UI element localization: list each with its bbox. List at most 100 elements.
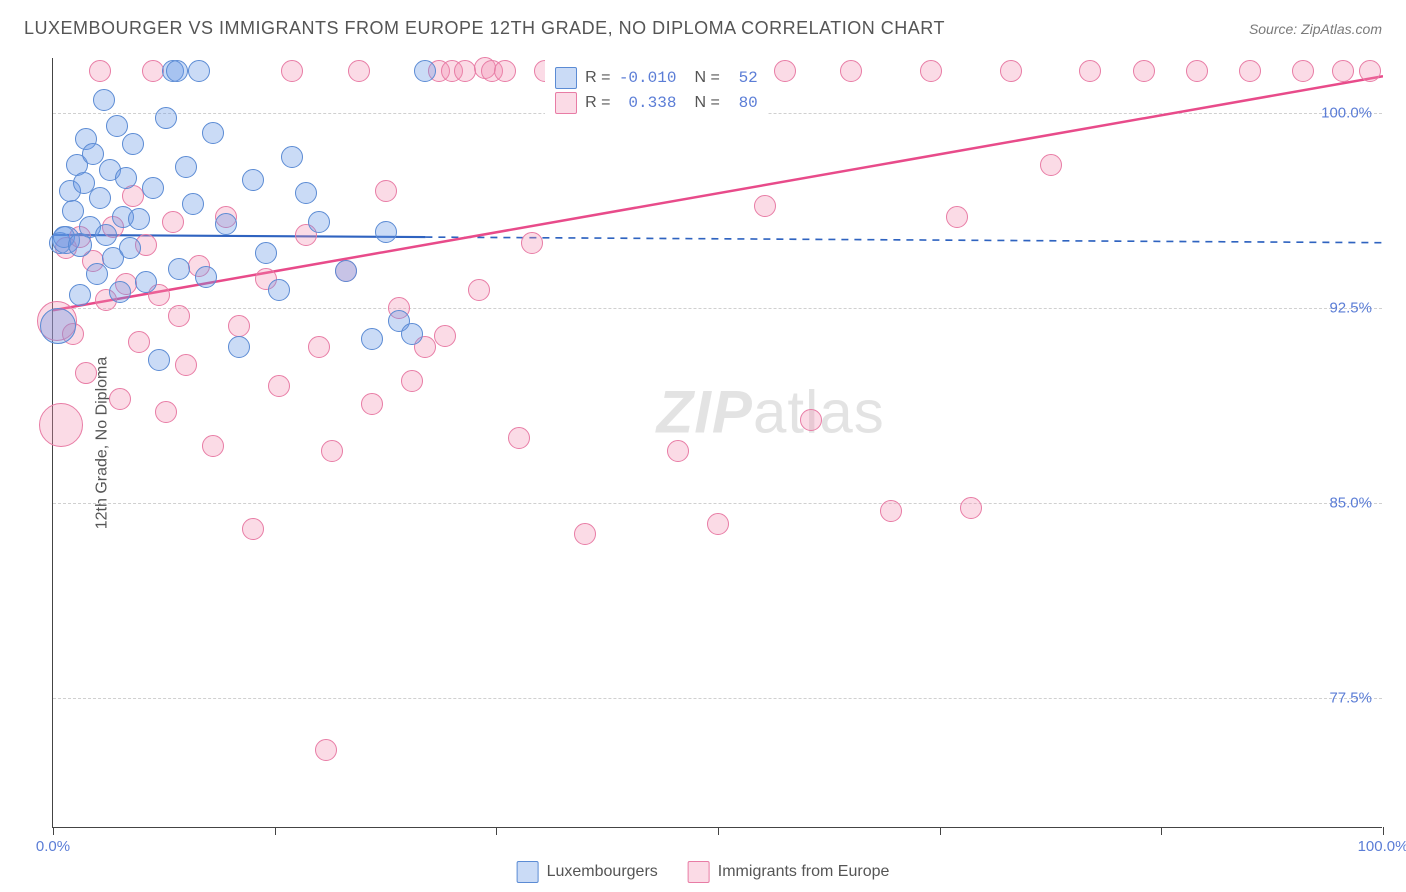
- watermark: ZIPatlas: [657, 377, 885, 446]
- scatter-marker-luxembourgers: [109, 281, 131, 303]
- scatter-marker-immigrants: [321, 440, 343, 462]
- scatter-marker-immigrants: [774, 60, 796, 82]
- scatter-marker-luxembourgers: [66, 154, 88, 176]
- scatter-marker-immigrants: [920, 60, 942, 82]
- n-value: 80: [728, 94, 758, 112]
- scatter-marker-luxembourgers: [68, 233, 92, 257]
- scatter-marker-immigrants: [454, 60, 476, 82]
- scatter-marker-immigrants: [960, 497, 982, 519]
- scatter-marker-luxembourgers: [175, 156, 197, 178]
- r-value: 0.338: [618, 94, 676, 112]
- scatter-marker-luxembourgers: [142, 177, 164, 199]
- scatter-marker-luxembourgers: [375, 221, 397, 243]
- scatter-marker-immigrants: [1000, 60, 1022, 82]
- r-label: R =: [585, 69, 610, 87]
- scatter-marker-immigrants: [142, 60, 164, 82]
- scatter-marker-immigrants: [135, 234, 157, 256]
- scatter-marker-luxembourgers: [89, 187, 111, 209]
- scatter-marker-immigrants: [1292, 60, 1314, 82]
- scatter-marker-immigrants: [401, 370, 423, 392]
- x-tick: [1161, 827, 1162, 835]
- scatter-marker-immigrants: [494, 60, 516, 82]
- scatter-marker-luxembourgers: [255, 242, 277, 264]
- scatter-marker-immigrants: [115, 273, 137, 295]
- n-label: N =: [694, 94, 719, 112]
- scatter-marker-luxembourgers: [79, 216, 101, 238]
- scatter-marker-luxembourgers: [59, 180, 81, 202]
- trend-line-dashed: [425, 237, 1383, 243]
- scatter-marker-immigrants: [1239, 60, 1261, 82]
- scatter-marker-luxembourgers: [75, 128, 97, 150]
- scatter-marker-luxembourgers: [40, 308, 76, 344]
- scatter-marker-luxembourgers: [281, 146, 303, 168]
- watermark-atlas: atlas: [753, 378, 885, 445]
- legend-label-immigrants: Immigrants from Europe: [718, 863, 890, 881]
- scatter-marker-immigrants: [474, 57, 496, 79]
- scatter-marker-immigrants: [315, 739, 337, 761]
- scatter-marker-luxembourgers: [69, 284, 91, 306]
- scatter-marker-luxembourgers: [128, 208, 150, 230]
- scatter-marker-luxembourgers: [215, 213, 237, 235]
- x-tick: [940, 827, 941, 835]
- scatter-marker-immigrants: [242, 518, 264, 540]
- scatter-marker-luxembourgers: [99, 159, 121, 181]
- chart-title: LUXEMBOURGER VS IMMIGRANTS FROM EUROPE 1…: [24, 18, 945, 39]
- scatter-marker-immigrants: [89, 60, 111, 82]
- legend-item-luxembourgers: Luxembourgers: [517, 861, 658, 883]
- scatter-marker-luxembourgers: [82, 143, 104, 165]
- scatter-marker-immigrants: [1040, 154, 1062, 176]
- x-tick: [1383, 827, 1384, 835]
- scatter-marker-immigrants: [295, 224, 317, 246]
- scatter-marker-luxembourgers: [93, 89, 115, 111]
- scatter-marker-immigrants: [335, 260, 357, 282]
- scatter-marker-immigrants: [1133, 60, 1155, 82]
- scatter-marker-immigrants: [268, 375, 290, 397]
- scatter-marker-immigrants: [155, 401, 177, 423]
- scatter-marker-luxembourgers: [122, 133, 144, 155]
- scatter-marker-immigrants: [574, 523, 596, 545]
- scatter-marker-immigrants: [188, 255, 210, 277]
- scatter-marker-luxembourgers: [86, 263, 108, 285]
- scatter-marker-immigrants: [840, 60, 862, 82]
- scatter-marker-luxembourgers: [112, 206, 134, 228]
- scatter-marker-immigrants: [82, 250, 104, 272]
- scatter-marker-immigrants: [1359, 60, 1381, 82]
- scatter-marker-immigrants: [281, 60, 303, 82]
- scatter-marker-immigrants: [707, 513, 729, 535]
- swatch-small-immigrants: [555, 92, 577, 114]
- scatter-marker-immigrants: [228, 315, 250, 337]
- scatter-marker-luxembourgers: [106, 115, 128, 137]
- x-tick: [496, 827, 497, 835]
- scatter-marker-immigrants: [55, 237, 77, 259]
- scatter-marker-immigrants: [69, 226, 91, 248]
- y-tick-label: 92.5%: [1292, 299, 1372, 316]
- legend-label-luxembourgers: Luxembourgers: [547, 863, 658, 881]
- scatter-marker-immigrants: [122, 185, 144, 207]
- scatter-marker-immigrants: [1186, 60, 1208, 82]
- scatter-marker-immigrants: [102, 216, 124, 238]
- scatter-marker-luxembourgers: [73, 172, 95, 194]
- y-tick-label: 77.5%: [1292, 689, 1372, 706]
- scatter-marker-luxembourgers: [401, 323, 423, 345]
- scatter-marker-immigrants: [1079, 60, 1101, 82]
- scatter-marker-luxembourgers: [268, 279, 290, 301]
- scatter-marker-luxembourgers: [295, 182, 317, 204]
- scatter-marker-immigrants: [308, 336, 330, 358]
- scatter-marker-immigrants: [434, 325, 456, 347]
- correlation-legend: R =-0.010N =52R =0.338N =80: [545, 60, 768, 121]
- scatter-marker-immigrants: [348, 60, 370, 82]
- scatter-marker-luxembourgers: [119, 237, 141, 259]
- scatter-marker-luxembourgers: [62, 200, 84, 222]
- scatter-marker-luxembourgers: [188, 60, 210, 82]
- r-value: -0.010: [618, 69, 676, 87]
- title-row: LUXEMBOURGER VS IMMIGRANTS FROM EUROPE 1…: [24, 18, 1382, 39]
- scatter-marker-immigrants: [946, 206, 968, 228]
- scatter-marker-immigrants: [667, 440, 689, 462]
- scatter-marker-luxembourgers: [162, 60, 184, 82]
- scatter-marker-luxembourgers: [242, 169, 264, 191]
- scatter-marker-immigrants: [481, 60, 503, 82]
- scatter-marker-luxembourgers: [335, 260, 357, 282]
- correlation-row-luxembourgers: R =-0.010N =52: [555, 67, 758, 89]
- scatter-marker-luxembourgers: [49, 232, 71, 254]
- r-label: R =: [585, 94, 610, 112]
